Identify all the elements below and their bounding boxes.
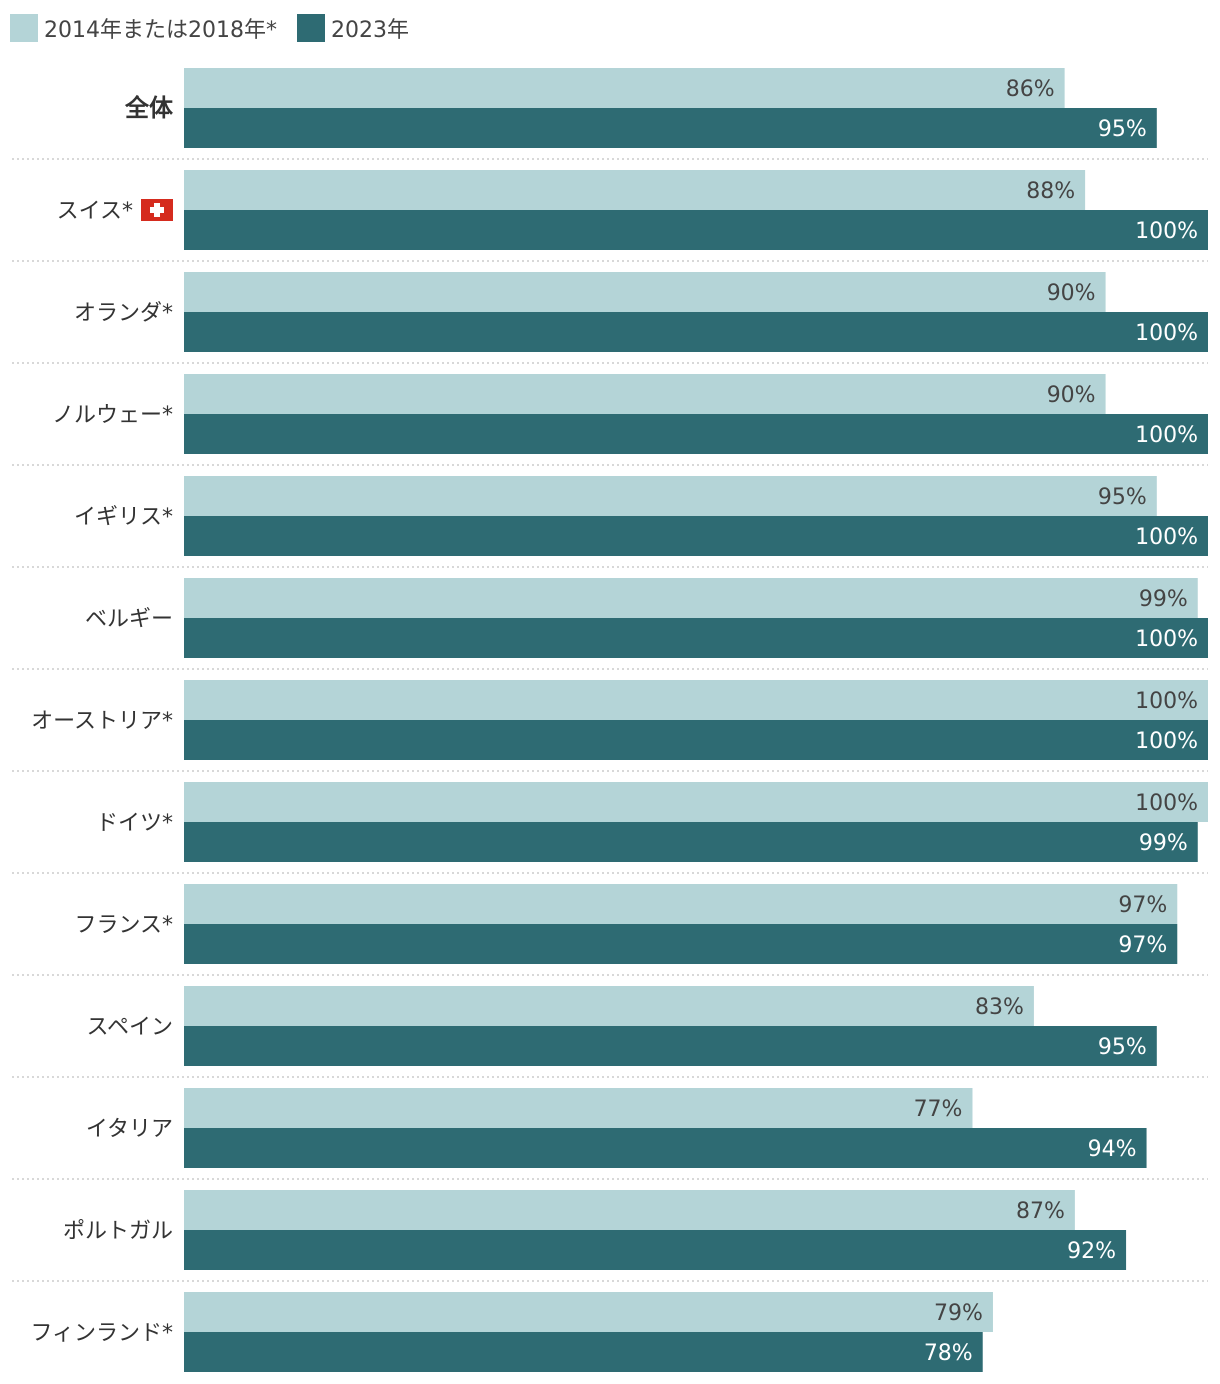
data-label-series-2: 100% xyxy=(1135,423,1198,448)
data-label-series-1: 87% xyxy=(1016,1199,1065,1224)
data-label-series-1: 88% xyxy=(1026,179,1075,204)
bar-group: 90% 100% ノルウェー* xyxy=(52,374,1208,454)
category-label: フランス* xyxy=(74,913,173,938)
data-label-series-2: 92% xyxy=(1067,1239,1116,1264)
bar-series-2 xyxy=(184,822,1198,862)
data-label-series-2: 94% xyxy=(1088,1137,1137,1162)
bar-group: 97% 97% フランス* xyxy=(74,884,1178,964)
bar-group: 99% 100% ベルギー xyxy=(85,578,1208,658)
bar-series-2 xyxy=(184,1332,983,1372)
bar-group: 95% 100% イギリス* xyxy=(74,476,1208,556)
bar-series-1 xyxy=(184,986,1034,1026)
bar-series-2 xyxy=(184,618,1208,658)
data-label-series-2: 95% xyxy=(1098,1035,1147,1060)
category-label: イタリア xyxy=(86,1117,173,1142)
bar-series-2 xyxy=(184,924,1178,964)
bar-series-1 xyxy=(184,782,1208,822)
bar-series-2 xyxy=(184,312,1208,352)
legend-label-series-2: 2023年 xyxy=(330,18,409,43)
bar-group: 100% 100% オーストリア* xyxy=(31,680,1208,760)
swiss-flag-icon xyxy=(141,199,173,221)
category-label: スペイン xyxy=(87,1015,173,1040)
legend-item-series-1: 2014年または2018年* xyxy=(10,12,277,44)
bar-series-1 xyxy=(184,680,1208,720)
data-label-series-1: 100% xyxy=(1135,689,1198,714)
data-label-series-2: 99% xyxy=(1139,831,1188,856)
legend: 2014年または2018年* 2023年 xyxy=(10,12,429,44)
category-label: 全体 xyxy=(124,94,174,122)
bar-series-2 xyxy=(184,1230,1127,1270)
bar-series-2 xyxy=(184,210,1208,250)
data-label-series-2: 78% xyxy=(924,1341,973,1366)
bar-series-2 xyxy=(184,516,1208,556)
bar-series-2 xyxy=(184,720,1208,760)
data-label-series-2: 100% xyxy=(1135,525,1198,550)
legend-label-series-1: 2014年または2018年* xyxy=(44,18,277,43)
category-label: ドイツ* xyxy=(96,811,173,836)
bar-group: 88% 100% スイス* xyxy=(57,170,1208,250)
category-label: ポルトガル xyxy=(63,1219,173,1244)
category-label: ベルギー xyxy=(85,607,173,632)
data-label-series-2: 95% xyxy=(1098,117,1147,142)
data-label-series-1: 97% xyxy=(1118,893,1167,918)
bar-group: 86% 95% 全体 xyxy=(124,68,1157,148)
bar-series-1 xyxy=(184,1088,973,1128)
legend-item-series-2: 2023年 xyxy=(296,12,409,44)
bar-group: 79% 78% フィンランド* xyxy=(30,1292,993,1372)
data-label-series-2: 100% xyxy=(1135,729,1198,754)
data-label-series-1: 99% xyxy=(1139,587,1188,612)
bar-series-1 xyxy=(184,476,1157,516)
bar-group: 83% 95% スペイン xyxy=(87,986,1157,1066)
data-label-series-1: 79% xyxy=(934,1301,983,1326)
data-label-series-1: 90% xyxy=(1047,281,1096,306)
bar-series-1 xyxy=(184,272,1106,312)
category-label: フィンランド* xyxy=(30,1321,173,1346)
bar-group: 87%92% ポルトガル xyxy=(63,1190,1127,1270)
data-label-series-2: 100% xyxy=(1135,219,1198,244)
data-label-series-2: 97% xyxy=(1118,933,1167,958)
bar-series-1 xyxy=(184,1292,993,1332)
category-label: オランダ* xyxy=(74,301,173,326)
category-label: スイス* xyxy=(57,199,133,224)
bar-series-2 xyxy=(184,1026,1157,1066)
data-label-series-1: 83% xyxy=(975,995,1024,1020)
bar-series-2 xyxy=(184,1128,1147,1168)
bar-series-1 xyxy=(184,374,1106,414)
bar-series-1 xyxy=(184,68,1065,108)
bar-series-1 xyxy=(184,1190,1075,1230)
category-label: ノルウェー* xyxy=(52,403,173,428)
category-label: イギリス* xyxy=(74,505,173,530)
bar-series-1 xyxy=(184,578,1198,618)
bar-group: 100% 99% ドイツ* xyxy=(96,782,1208,862)
data-label-series-1: 90% xyxy=(1047,383,1096,408)
data-label-series-1: 86% xyxy=(1006,77,1055,102)
data-label-series-2: 100% xyxy=(1135,321,1198,346)
legend-swatch-series-1 xyxy=(10,14,38,42)
bar-series-1 xyxy=(184,170,1086,210)
data-label-series-1: 95% xyxy=(1098,485,1147,510)
bar-series-2 xyxy=(184,108,1157,148)
data-label-series-1: 100% xyxy=(1135,791,1198,816)
bar-series-2 xyxy=(184,414,1208,454)
data-label-series-2: 100% xyxy=(1135,627,1198,652)
bar-series-1 xyxy=(184,884,1178,924)
data-label-series-1: 77% xyxy=(914,1097,963,1122)
category-label: オーストリア* xyxy=(31,709,173,734)
bar-group: 90% 100% オランダ* xyxy=(74,272,1208,352)
legend-swatch-series-2 xyxy=(296,14,325,42)
bar-group: 77% 94% イタリア xyxy=(86,1088,1147,1168)
